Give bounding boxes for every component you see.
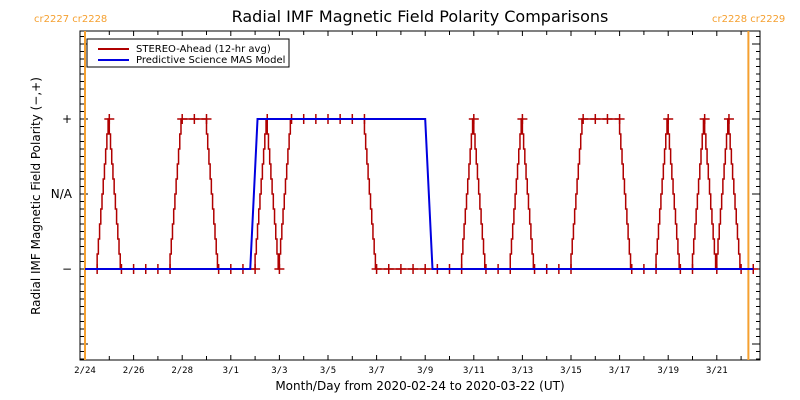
- x-tick-label: 3/17: [609, 366, 631, 376]
- x-axis-label: Month/Day from 2020-02-24 to 2020-03-22 …: [275, 379, 564, 393]
- x-tick-label: 2/24: [74, 366, 96, 376]
- legend: STEREO-Ahead (12-hr avg) Predictive Scie…: [86, 38, 290, 68]
- plot-frame: [79, 30, 761, 361]
- x-tick-label: 3/21: [706, 366, 728, 376]
- y-axis-label: Radial IMF Magnetic Field Polarity (−,+): [29, 77, 43, 315]
- y-tick-labels: + N/A −: [51, 112, 73, 276]
- x-tick-label: 3/7: [368, 366, 384, 376]
- legend-label-stereo: STEREO-Ahead (12-hr avg): [136, 44, 271, 55]
- x-tick-label: 3/19: [657, 366, 679, 376]
- stereo-line: [96, 118, 754, 270]
- x-tick-label: 2/26: [123, 366, 145, 376]
- carrington-label-left: cr2227 cr2228: [34, 14, 107, 25]
- legend-box: [86, 38, 290, 68]
- series-mas-model: [85, 118, 754, 270]
- legend-label-model: Predictive Science MAS Model: [136, 55, 285, 66]
- axes: [79, 30, 761, 361]
- carrington-boundaries: [84, 31, 750, 360]
- x-tick-label: 3/11: [463, 366, 485, 376]
- x-tick-label: 3/5: [320, 366, 336, 376]
- y-tick-label: +: [62, 112, 72, 126]
- x-tick-label: 3/13: [512, 366, 534, 376]
- x-tick-label: 3/9: [417, 366, 433, 376]
- model-line: [85, 118, 754, 270]
- x-tick-label: 2/28: [171, 366, 193, 376]
- chart-title: Radial IMF Magnetic Field Polarity Compa…: [232, 7, 609, 26]
- x-tick-labels: 2/24 2/26 2/28 3/1 3/3 3/5 3/7 3/9 3/11 3/13 3/15 3…: [74, 366, 727, 376]
- y-tick-label: −: [62, 262, 72, 276]
- x-tick-label: 3/1: [223, 366, 239, 376]
- carrington-label-right: cr2228 cr2229: [712, 14, 785, 25]
- y-tick-label: N/A: [51, 187, 73, 201]
- x-tick-label: 3/15: [560, 366, 582, 376]
- x-tick-label: 3/3: [271, 366, 287, 376]
